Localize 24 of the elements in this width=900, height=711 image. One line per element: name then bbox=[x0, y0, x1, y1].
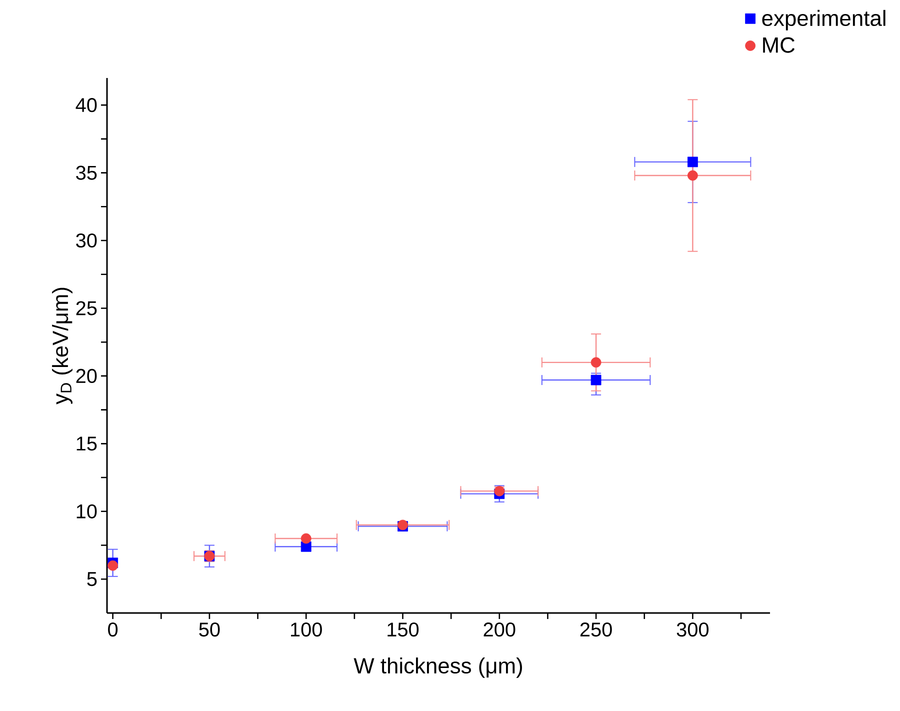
x-tick-label: 100 bbox=[290, 622, 322, 637]
y-tick-label: 10 bbox=[76, 504, 97, 518]
y-tick-label: 40 bbox=[76, 98, 97, 112]
y-axis-title: y$_{D}$ (keV/μm) bbox=[52, 288, 72, 404]
x-tick-label: 200 bbox=[484, 622, 516, 637]
y-tick-label: 5 bbox=[87, 572, 97, 586]
y-tick-label: 35 bbox=[76, 166, 97, 180]
y-tick-label: 30 bbox=[76, 233, 97, 248]
y-tick-label: 20 bbox=[76, 368, 97, 384]
point bbox=[687, 156, 698, 168]
x-tick-label: 0 bbox=[108, 622, 118, 637]
x-tick-label: 50 bbox=[199, 622, 220, 637]
y-tick-label: 15 bbox=[76, 436, 97, 451]
legend-label: experimental bbox=[762, 10, 886, 30]
point bbox=[687, 170, 698, 181]
x-tick-label: 300 bbox=[676, 622, 709, 637]
x-tick-label: 150 bbox=[388, 622, 419, 637]
point bbox=[300, 533, 312, 544]
point bbox=[590, 357, 602, 368]
x-tick-label: 250 bbox=[580, 622, 612, 637]
y-tick-label: 25 bbox=[76, 301, 97, 316]
x-axis-title: W thickness (μm) bbox=[354, 657, 522, 678]
point bbox=[108, 560, 118, 571]
legend-label: MC bbox=[763, 37, 795, 53]
